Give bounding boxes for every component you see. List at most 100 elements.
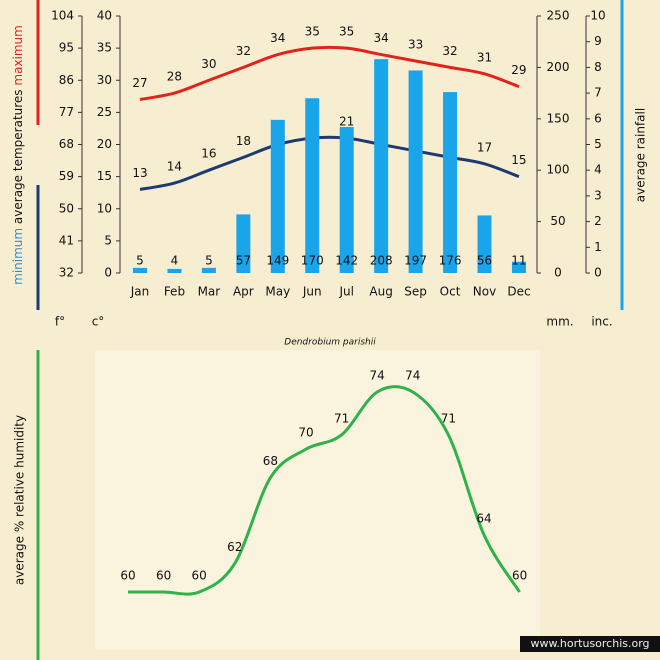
y-label: average % relative humidity	[13, 415, 27, 585]
data-label: 28	[167, 70, 182, 84]
x-tick-label: Dec	[507, 285, 530, 299]
tick-label: 10	[97, 201, 112, 215]
data-label: 4	[171, 254, 179, 268]
data-label: 64	[476, 511, 491, 525]
tick-label: 1	[594, 240, 602, 254]
tick-label: 9	[594, 34, 602, 48]
data-label: 60	[192, 569, 207, 583]
data-label: 74	[370, 369, 385, 383]
tick-label: 95	[59, 41, 74, 55]
bar	[270, 119, 285, 273]
x-tick-label: Sep	[404, 285, 427, 299]
tick-label: 59	[59, 169, 74, 183]
bar	[477, 215, 492, 273]
tick-label: 5	[104, 233, 112, 247]
bar	[511, 261, 526, 273]
tick-label: 25	[97, 105, 112, 119]
data-label: 35	[339, 25, 354, 39]
bar	[236, 214, 251, 273]
x-tick-label: Nov	[473, 285, 496, 299]
bar	[408, 70, 423, 273]
data-label: 208	[370, 254, 393, 268]
tick-label: 32	[59, 266, 74, 280]
watermark-bg	[520, 636, 660, 652]
x-tick-label: Jan	[130, 285, 150, 299]
tick-label: 104	[51, 9, 74, 23]
bar	[133, 267, 147, 273]
tick-label: 150	[547, 111, 570, 125]
tick-label: 68	[59, 137, 74, 151]
data-label: 149	[266, 254, 289, 268]
tick-label: 0	[104, 266, 112, 280]
bar	[339, 127, 354, 273]
data-label: 60	[156, 569, 171, 583]
tick-label: 20	[97, 137, 112, 151]
line	[128, 385, 521, 596]
data-label: 74	[405, 369, 420, 383]
data-label: 56	[477, 254, 492, 268]
tick-label: 41	[59, 233, 74, 247]
tick-label: 5	[594, 137, 602, 151]
tick-label: 8	[594, 60, 602, 74]
bar	[201, 267, 216, 273]
title: Dendrobium parishii	[284, 338, 376, 348]
data-label: 62	[227, 540, 242, 554]
tick-label: 86	[59, 73, 74, 87]
tick-label: 2	[594, 214, 602, 228]
unit-label: inc.	[591, 315, 612, 329]
data-label: 18	[236, 134, 251, 148]
data-label: 5	[205, 254, 213, 268]
data-label: 30	[201, 57, 216, 71]
x-tick-label: Mar	[198, 285, 221, 299]
x-tick-label: Apr	[233, 285, 254, 299]
data-label: 15	[511, 153, 526, 167]
tick-label: 50	[59, 201, 74, 215]
data-label: 60	[120, 569, 135, 583]
data-label: 142	[335, 254, 358, 268]
y-label-part: maximum	[11, 25, 25, 85]
data-label: 70	[298, 426, 313, 440]
x-tick-label: Oct	[440, 285, 461, 299]
y-label: minimum average temperatures maximum	[11, 25, 25, 285]
bar	[305, 98, 320, 274]
bar	[167, 268, 182, 273]
tick-label: 200	[547, 60, 570, 74]
data-label: 14	[167, 160, 182, 174]
x-tick-label: Jul	[338, 285, 353, 299]
data-label: 57	[236, 254, 251, 268]
bar	[443, 92, 458, 274]
data-label: 60	[512, 569, 527, 583]
data-label: 197	[404, 254, 427, 268]
data-label: 33	[408, 37, 423, 51]
data-label: 176	[439, 254, 462, 268]
data-label: 13	[132, 166, 147, 180]
tick-label: 0	[594, 266, 602, 280]
line	[139, 45, 520, 102]
tick-label: 7	[594, 86, 602, 100]
data-label: 170	[301, 254, 324, 268]
humidity-panel	[95, 350, 540, 650]
tick-label: 35	[97, 41, 112, 55]
tick-label: 50	[550, 214, 565, 228]
tick-label: 6	[594, 111, 602, 125]
data-label: 71	[441, 411, 456, 425]
x-tick-label: May	[265, 285, 290, 299]
tick-label: 100	[547, 163, 570, 177]
unit-label: mm.	[546, 315, 573, 329]
watermark: www.hortusorchis.org	[530, 637, 649, 650]
data-label: 27	[132, 76, 147, 90]
data-label: 68	[263, 454, 278, 468]
data-label: 11	[511, 254, 526, 268]
bar	[374, 59, 389, 274]
unit-label: c°	[92, 315, 105, 329]
x-tick-label: Feb	[164, 285, 185, 299]
tick-label: 15	[97, 169, 112, 183]
tick-label: 3	[594, 188, 602, 202]
data-label: 16	[201, 147, 216, 161]
data-label: 31	[477, 50, 492, 64]
tick-label: 0	[554, 266, 562, 280]
data-label: 17	[477, 140, 492, 154]
data-label: 34	[270, 31, 285, 45]
tick-label: 30	[97, 73, 112, 87]
